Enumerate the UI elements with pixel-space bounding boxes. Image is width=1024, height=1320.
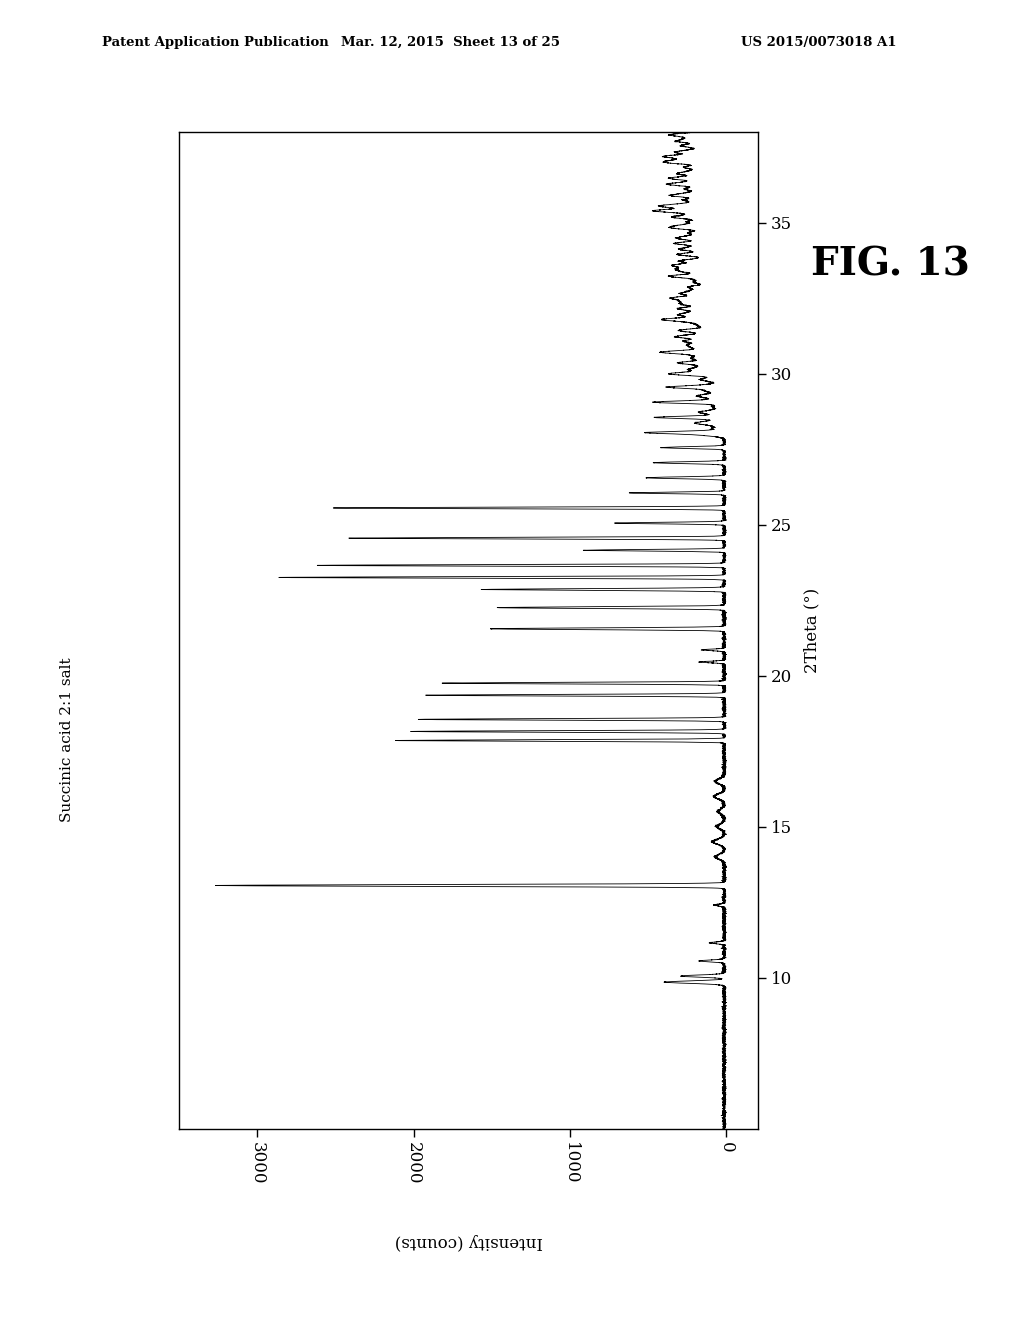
Y-axis label: 2Theta (°): 2Theta (°) (803, 587, 820, 673)
X-axis label: Intensity (counts): Intensity (counts) (394, 1233, 543, 1250)
Text: FIG. 13: FIG. 13 (811, 246, 971, 282)
Text: US 2015/0073018 A1: US 2015/0073018 A1 (741, 36, 897, 49)
Text: Succinic acid 2:1 salt: Succinic acid 2:1 salt (59, 657, 74, 821)
Text: Patent Application Publication: Patent Application Publication (102, 36, 329, 49)
Text: Mar. 12, 2015  Sheet 13 of 25: Mar. 12, 2015 Sheet 13 of 25 (341, 36, 560, 49)
